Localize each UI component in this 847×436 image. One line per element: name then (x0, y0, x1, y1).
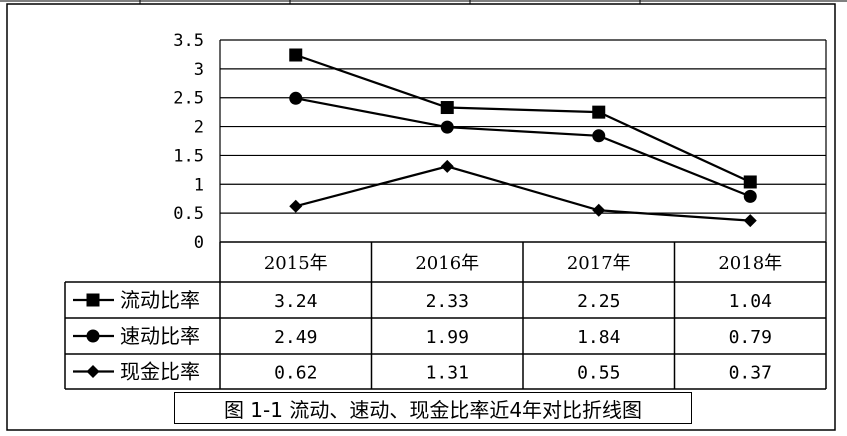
table-cell-2-0: 0.62 (274, 363, 317, 384)
y-tick-label-7: 0 (194, 233, 204, 253)
legend-label-1: 速动比率 (120, 324, 200, 348)
y-tick-label-2: 2.5 (173, 89, 204, 109)
legend-label-2: 现金比率 (120, 360, 200, 384)
table-cell-0-0: 3.24 (274, 291, 317, 312)
series-2-point-2 (592, 203, 606, 217)
category-label-3: 2018年 (718, 253, 782, 274)
table-cell-1-0: 2.49 (274, 327, 317, 348)
y-axis-ticks: 3.5 3 2.5 2 1.5 1 0.5 0 (173, 31, 204, 253)
table-cell-2-1: 1.31 (426, 363, 469, 384)
y-tick-label-4: 1.5 (173, 146, 204, 166)
y-tick-label-1: 3 (194, 60, 204, 80)
series-2-point-0 (289, 199, 303, 213)
series-0-point-1 (440, 101, 454, 115)
outer-border (6, 3, 836, 431)
table-cell-2-2: 0.55 (577, 363, 620, 384)
gridlines (219, 39, 827, 242)
legend-label-0: 流动比率 (120, 288, 200, 312)
series-2-point-1 (440, 159, 454, 173)
table-cell-1-2: 1.84 (577, 327, 620, 348)
series-0-point-0 (289, 48, 303, 62)
series-1-point-2 (592, 129, 606, 143)
category-label-1: 2016年 (415, 253, 479, 274)
legend-marker-1 (86, 329, 100, 343)
legend-marker-0 (86, 293, 100, 307)
y-tick-label-0: 3.5 (173, 31, 204, 51)
series-1-point-1 (440, 120, 454, 134)
series-line-1 (295, 97, 751, 198)
figure-caption: 图 1-1 流动、速动、现金比率近4年对比折线图 (174, 392, 692, 424)
y-tick-label-3: 2 (194, 118, 204, 138)
category-label-0: 2015年 (264, 253, 328, 274)
y-tick-label-6: 0.5 (173, 204, 204, 224)
table-cell-0-3: 1.04 (729, 291, 772, 312)
category-label-2: 2017年 (567, 253, 631, 274)
series-1-point-0 (289, 91, 303, 105)
series-1-point-3 (743, 189, 757, 203)
caption-text: 图 1-1 流动、速动、现金比率近4年对比折线图 (223, 397, 643, 422)
series-0-point-2 (592, 105, 606, 119)
series-lines (289, 48, 757, 228)
y-tick-label-5: 1 (194, 175, 204, 195)
series-0-point-3 (743, 175, 757, 189)
table-cell-0-1: 2.33 (426, 291, 469, 312)
series-line-2 (295, 165, 751, 222)
series-line-0 (295, 53, 751, 183)
series-2-point-3 (743, 214, 757, 228)
table-cell-1-3: 0.79 (729, 327, 772, 348)
table-cell-0-2: 2.25 (577, 291, 620, 312)
table-cell-1-1: 1.99 (426, 327, 469, 348)
table-cell-2-3: 0.37 (729, 363, 772, 384)
legend-marker-2 (86, 365, 100, 378)
